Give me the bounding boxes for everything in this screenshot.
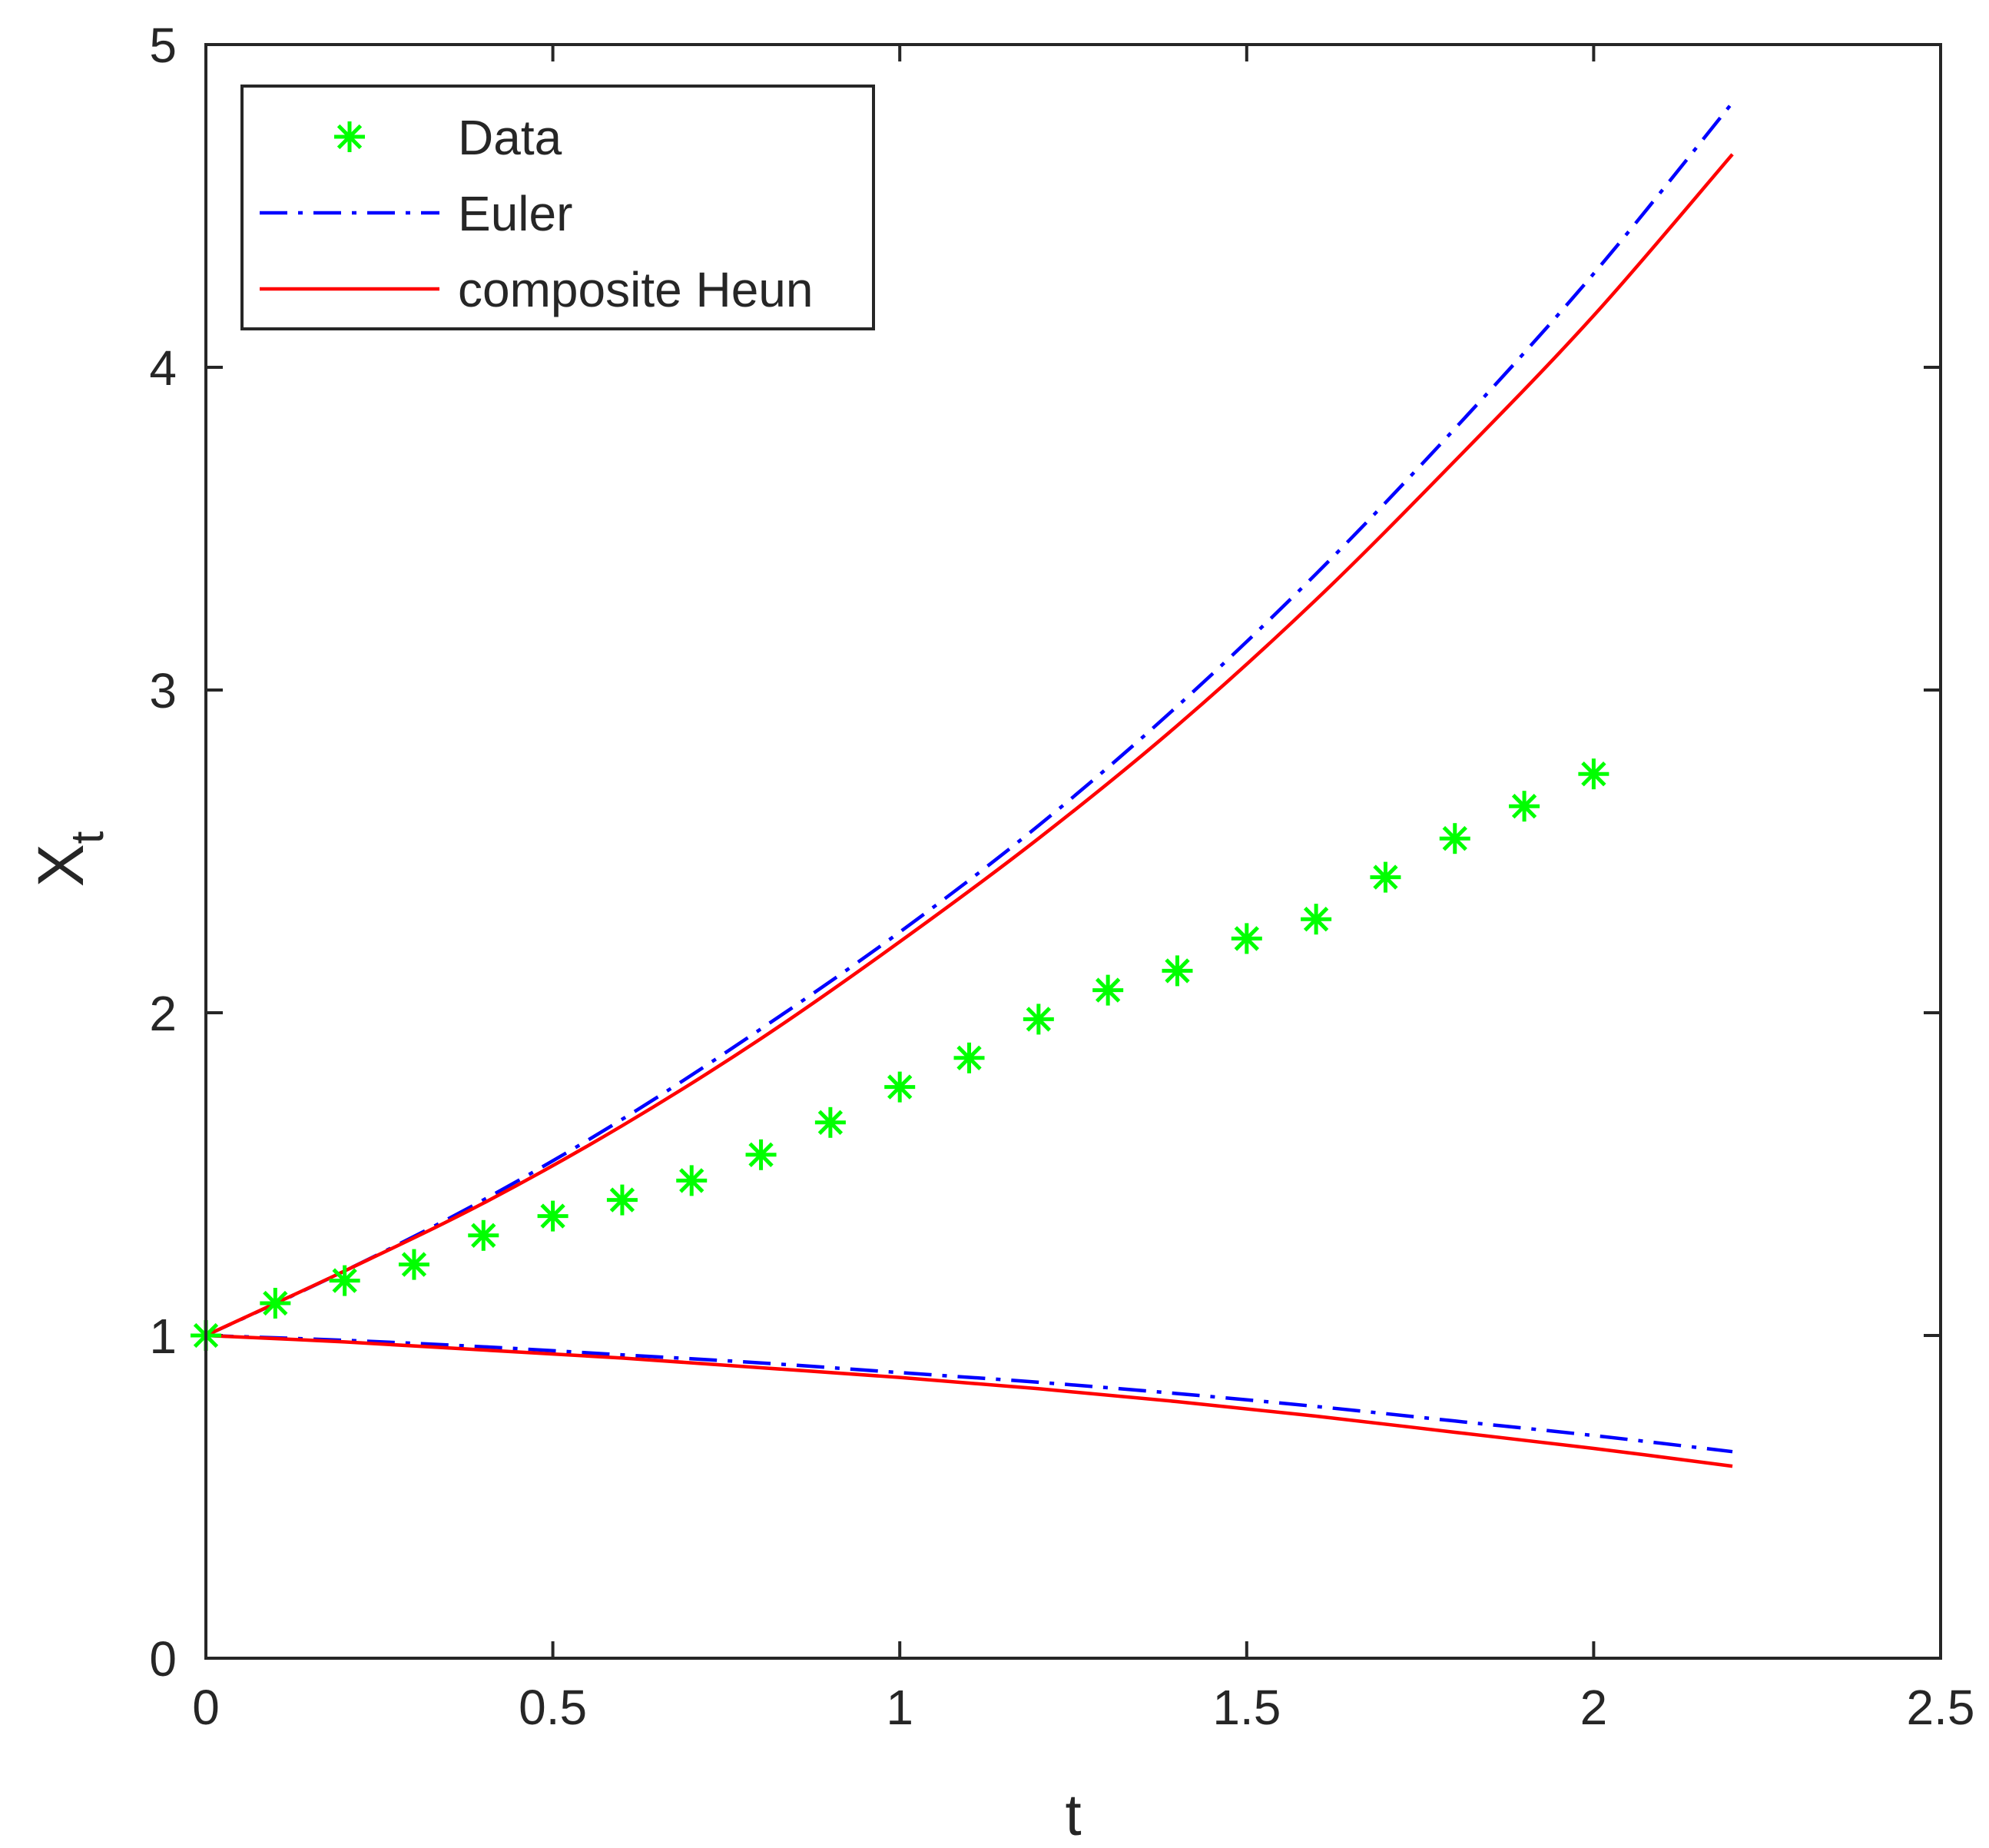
data-point [1231,923,1262,954]
x-tick-label: 1 [886,1680,913,1735]
legend-label: composite Heun [458,262,813,317]
x-tick-label: 1.5 [1212,1680,1281,1735]
data-point [260,1288,291,1319]
data-point [1023,1004,1054,1035]
series-line-euler-lower [205,1333,1733,1454]
x-tick-label: 0 [192,1680,220,1735]
data-point [1439,823,1470,854]
y-tick-label: 2 [149,986,177,1041]
legend-swatch-star [334,121,365,152]
series-line-euler-upper [205,101,1734,1338]
x-axis-label: t [1065,1783,1081,1848]
data-point [468,1219,499,1251]
plot-frame [204,43,1942,1660]
y-tick-label: 0 [149,1631,177,1687]
y-tick-label: 5 [149,18,177,73]
y-axis-label: Xt [25,831,113,887]
data-markers [191,758,1609,1351]
legend-label: Euler [458,186,572,241]
legend: Data Euler composite Heun [240,85,875,330]
data-point [1162,955,1193,987]
x-tick-labels: 0 0.5 1 1.5 2 2.5 [192,1680,1974,1735]
series-layer [205,101,1734,1468]
data-point [1578,758,1609,790]
legend-label: Data [458,110,562,165]
data-point [745,1139,777,1170]
data-point [676,1165,708,1196]
series-line-composite-heun-lower [205,1333,1733,1468]
x-tick-label: 0.5 [519,1680,587,1735]
series-line-composite-heun-upper [205,153,1734,1338]
legend-entry-euler: Euler [260,186,572,241]
data-point [1509,791,1540,822]
y-tick-labels: 0 1 2 3 4 5 [149,18,177,1687]
data-point [606,1184,638,1216]
data-point [814,1106,846,1138]
y-axis-label-subscript: t [61,831,113,844]
data-point [1370,861,1401,893]
y-tick-label: 3 [149,663,177,718]
legend-entry-composite-heun: composite Heun [260,262,813,317]
data-point [398,1249,429,1280]
data-point [537,1200,569,1232]
data-point [884,1071,916,1103]
data-point [1092,974,1124,1006]
legend-entry-data: Data [334,110,562,165]
y-tick-label: 1 [149,1309,177,1364]
data-point [1301,904,1332,935]
data-point [953,1042,985,1073]
data-point [329,1265,360,1296]
x-tick-label: 2 [1580,1680,1608,1735]
y-axis-label-main: Xt [25,831,113,887]
x-tick-label: 2.5 [1907,1680,1975,1735]
y-tick-label: 4 [149,340,177,396]
